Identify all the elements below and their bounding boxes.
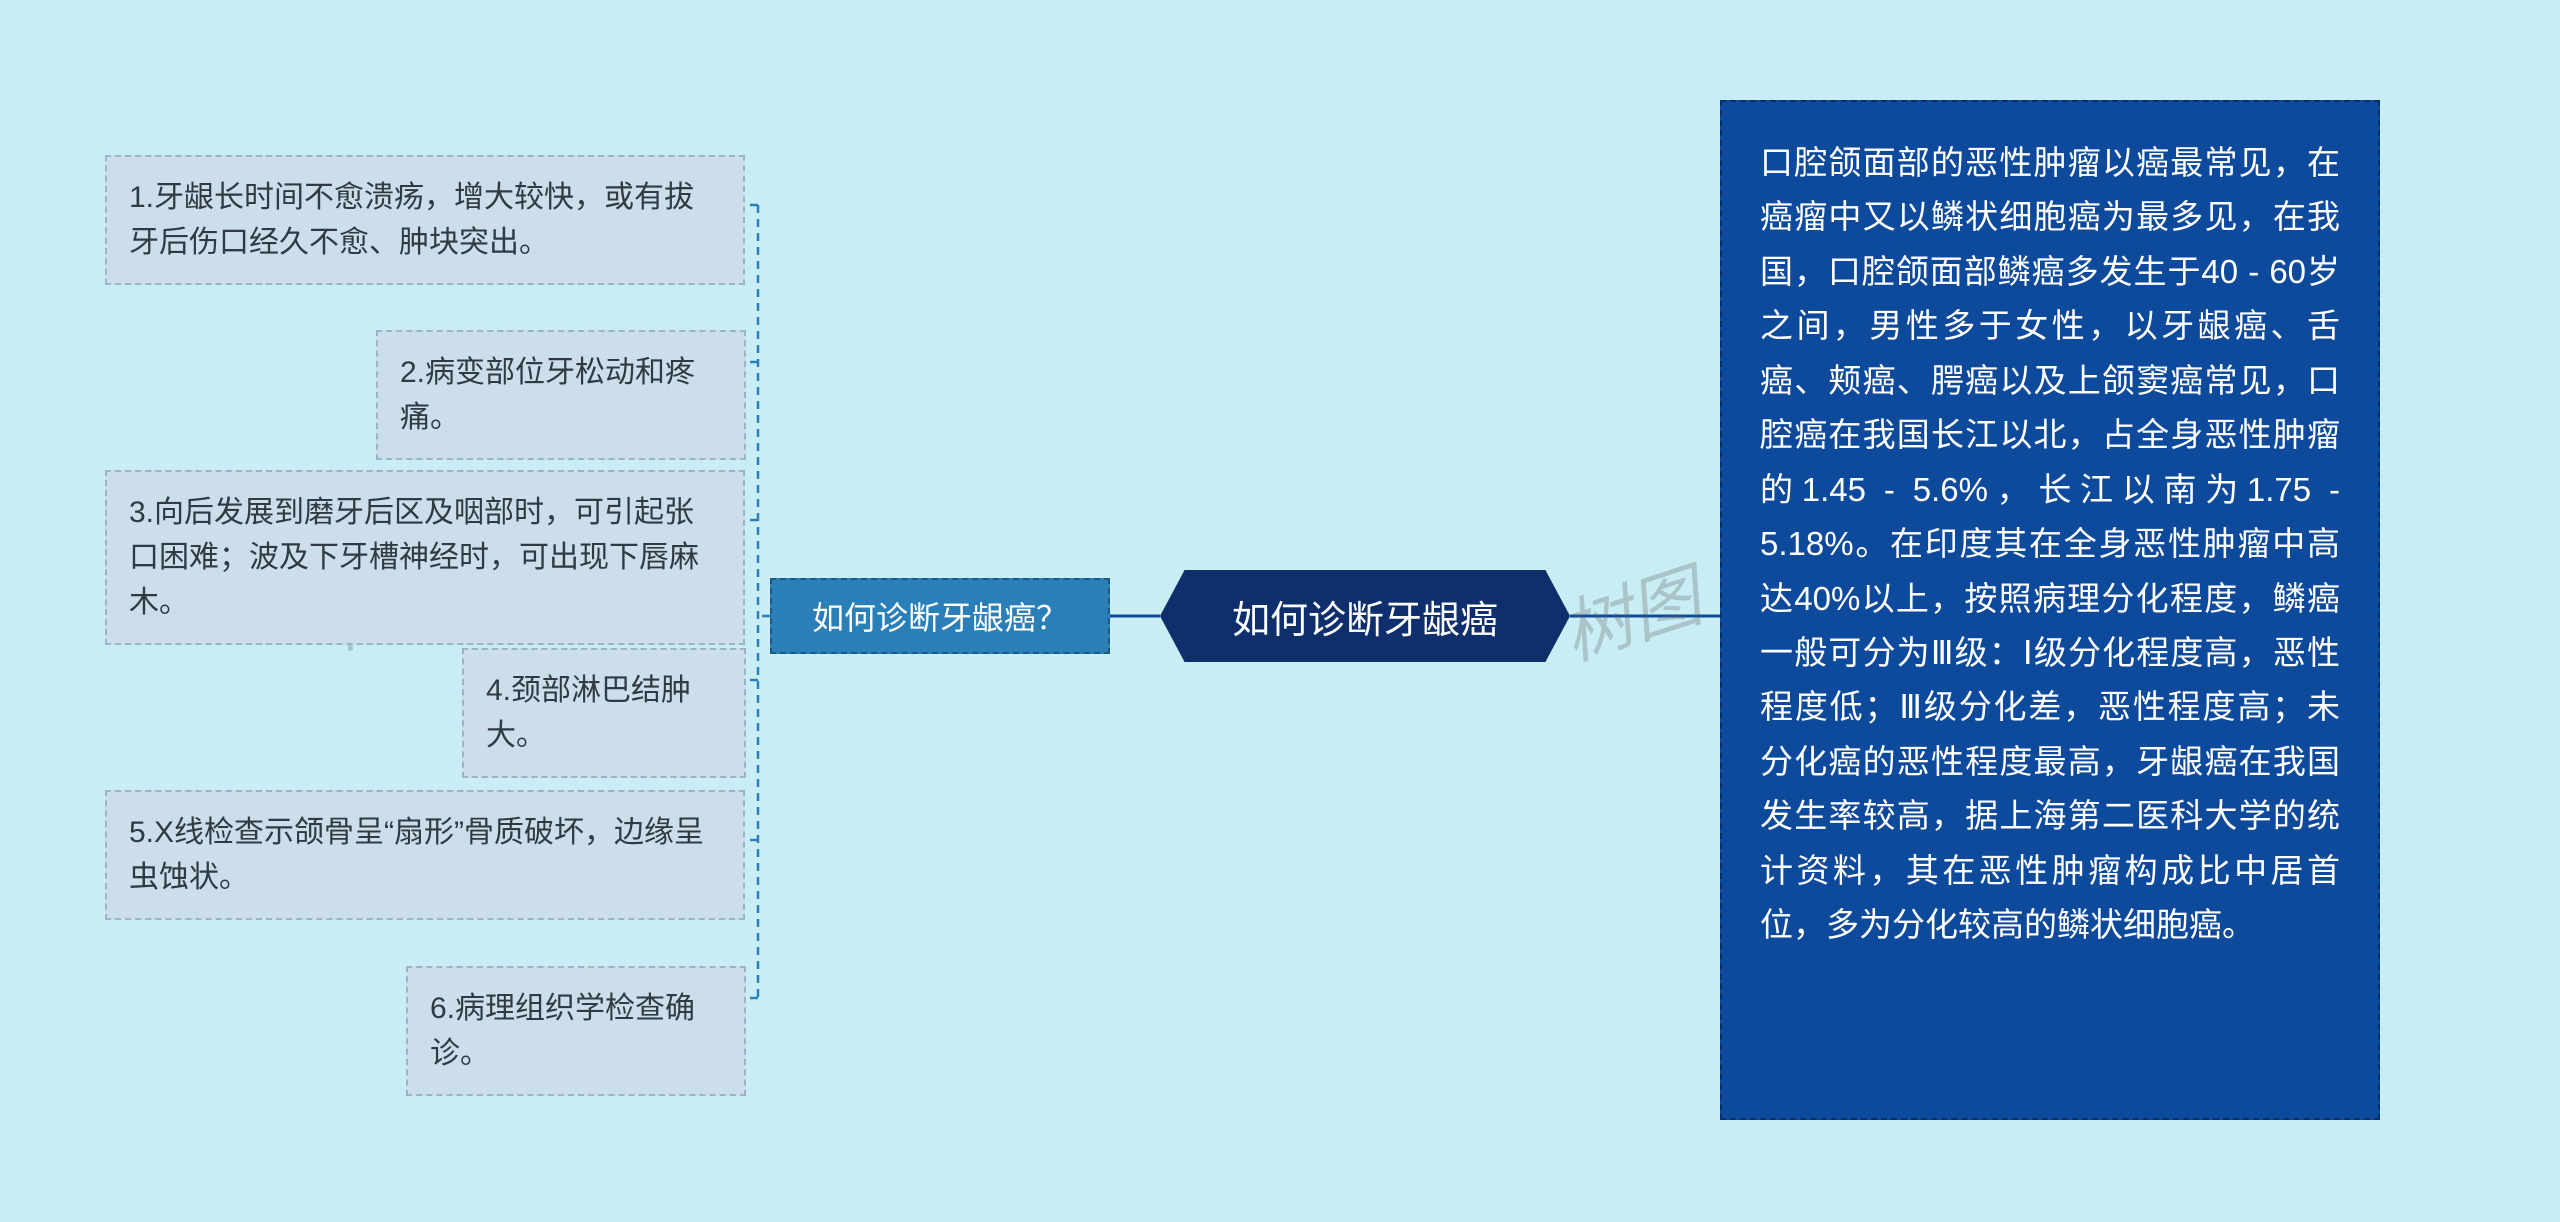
description-text: 口腔颌面部的恶性肿瘤以癌最常见，在癌瘤中又以鳞状细胞癌为最多见，在我国，口腔颌面…	[1760, 144, 2340, 943]
leaf-label: 6.病理组织学检查确诊。	[430, 992, 695, 1070]
leaf-node-4[interactable]: 4.颈部淋巴结肿大。	[462, 648, 746, 778]
leaf-node-2[interactable]: 2.病变部位牙松动和疼痛。	[376, 330, 746, 460]
watermark-text: 树图	[1554, 559, 1711, 675]
subroot-label: 如何诊断牙龈癌？	[812, 593, 1068, 639]
leaf-node-5[interactable]: 5.X线检查示颌骨呈“扇形”骨质破坏，边缘呈虫蚀状。	[105, 790, 745, 920]
leaf-node-3[interactable]: 3.向后发展到磨牙后区及咽部时，可引起张口困难；波及下牙槽神经时，可出现下唇麻木…	[105, 470, 745, 645]
leaf-label: 1.牙龈长时间不愈溃疡，增大较快，或有拔牙后伤口经久不愈、肿块突出。	[129, 181, 694, 259]
leaf-label: 5.X线检查示颌骨呈“扇形”骨质破坏，边缘呈虫蚀状。	[129, 816, 704, 894]
root-node[interactable]: 如何诊断牙龈癌	[1160, 570, 1570, 662]
leaf-label: 2.病变部位牙松动和疼痛。	[400, 356, 695, 434]
leaf-label: 3.向后发展到磨牙后区及咽部时，可引起张口困难；波及下牙槽神经时，可出现下唇麻木…	[129, 496, 699, 619]
mindmap-canvas: 树图shutu.cn 树图 如何诊断牙龈癌 如何诊断牙龈癌？ 1.牙龈长时间不愈…	[0, 0, 2560, 1222]
subroot-node[interactable]: 如何诊断牙龈癌？	[770, 578, 1110, 654]
leaf-label: 4.颈部淋巴结肿大。	[486, 674, 691, 752]
description-node[interactable]: 口腔颌面部的恶性肿瘤以癌最常见，在癌瘤中又以鳞状细胞癌为最多见，在我国，口腔颌面…	[1720, 100, 2380, 1120]
leaf-node-1[interactable]: 1.牙龈长时间不愈溃疡，增大较快，或有拔牙后伤口经久不愈、肿块突出。	[105, 155, 745, 285]
root-label: 如何诊断牙龈癌	[1232, 589, 1498, 644]
leaf-node-6[interactable]: 6.病理组织学检查确诊。	[406, 966, 746, 1096]
watermark-right: 树图	[1548, 541, 1712, 680]
